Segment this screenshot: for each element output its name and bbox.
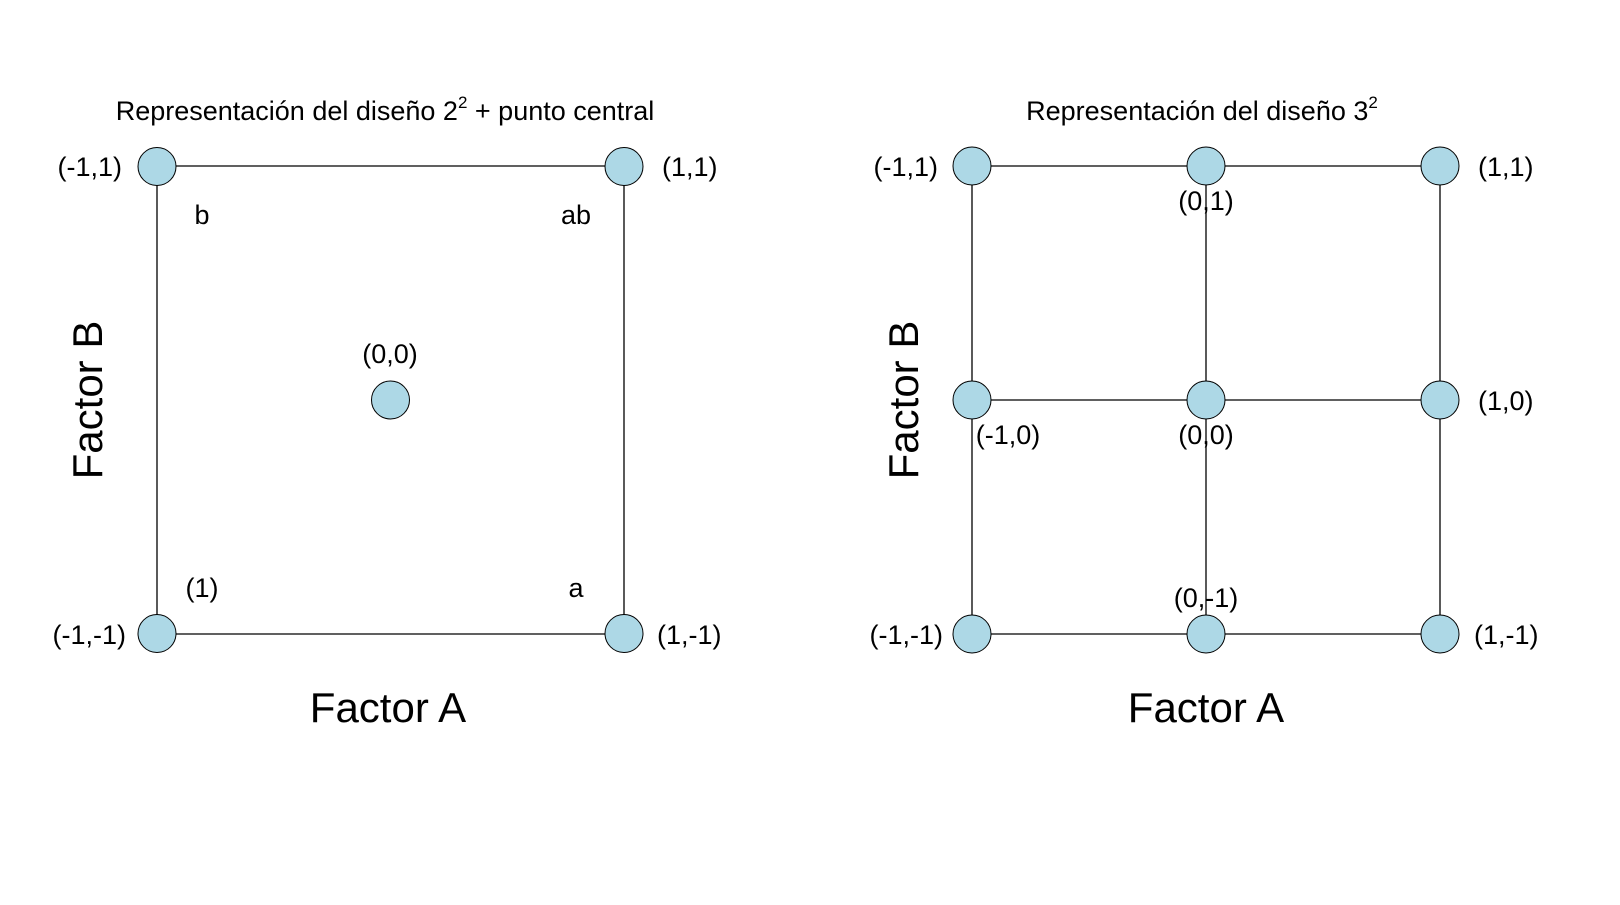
right-design-point-br: [1420, 614, 1460, 654]
right-x-axis-label: Factor A: [1128, 684, 1284, 731]
left-treatment-label-1: (1): [186, 573, 219, 603]
left-design-point-bl: [137, 614, 177, 653]
right-title: Representación del diseño 32: [1026, 93, 1378, 126]
left-title: Representación del diseño 22 + punto cen…: [116, 93, 655, 126]
left-x-axis-label: Factor A: [310, 684, 466, 731]
right-design-point-tm: [1186, 146, 1226, 186]
right-design-point-mr: [1420, 380, 1460, 420]
right-coord-label-bm: (0,-1): [1174, 583, 1239, 613]
left-coord-label-center: (0,0): [362, 339, 418, 369]
left-treatment-label-a: a: [568, 573, 584, 603]
left-design-point-c: [371, 380, 410, 420]
left-design-point-br: [604, 614, 644, 653]
right-coord-label-mm: (0,0): [1178, 420, 1234, 450]
right-coord-label-tl: (-1,1): [873, 152, 938, 182]
right-design-point-tl: [952, 146, 992, 186]
right-design-points: [952, 146, 1460, 654]
right-coord-label-ml: (-1,0): [976, 420, 1041, 450]
left-coord-label-bl: (-1,-1): [53, 620, 127, 650]
left-treatment-label-ab: ab: [561, 200, 591, 230]
left-treatment-label-b: b: [194, 200, 209, 230]
right-design-point-mm: [1186, 380, 1226, 420]
left-point-labels: (-1,1) (1,1) (-1,-1) (1,-1) (0,0) b ab (…: [53, 152, 722, 650]
right-coord-label-tm: (0,1): [1178, 186, 1234, 216]
left-panel-2x2-design: Representación del diseño 22 + punto cen…: [53, 93, 722, 731]
right-design-point-ml: [952, 380, 992, 420]
right-coord-label-bl: (-1,-1): [870, 620, 944, 650]
right-design-point-tr: [1420, 146, 1460, 186]
left-coord-label-tl: (-1,1): [57, 152, 122, 182]
right-design-point-bl: [952, 614, 992, 654]
left-square-edges: [156, 165, 625, 635]
left-design-point-tl: [137, 147, 177, 186]
right-design-point-bm: [1186, 614, 1226, 654]
right-coord-label-mr: (1,0): [1478, 386, 1534, 416]
left-coord-label-br: (1,-1): [657, 620, 722, 650]
right-point-labels: (-1,1) (0,1) (1,1) (-1,0) (0,0) (1,0) (-…: [870, 152, 1539, 650]
left-coord-label-tr: (1,1): [662, 152, 718, 182]
right-coord-label-tr: (1,1): [1478, 152, 1534, 182]
left-design-point-tr: [604, 147, 644, 186]
left-y-axis-label: Factor B: [64, 321, 111, 480]
right-panel-3x3-design: Representación del diseño 32 (-1,1) (0,1…: [870, 93, 1539, 731]
right-coord-label-br: (1,-1): [1474, 620, 1539, 650]
right-y-axis-label: Factor B: [880, 321, 927, 480]
left-design-points: [137, 147, 644, 653]
